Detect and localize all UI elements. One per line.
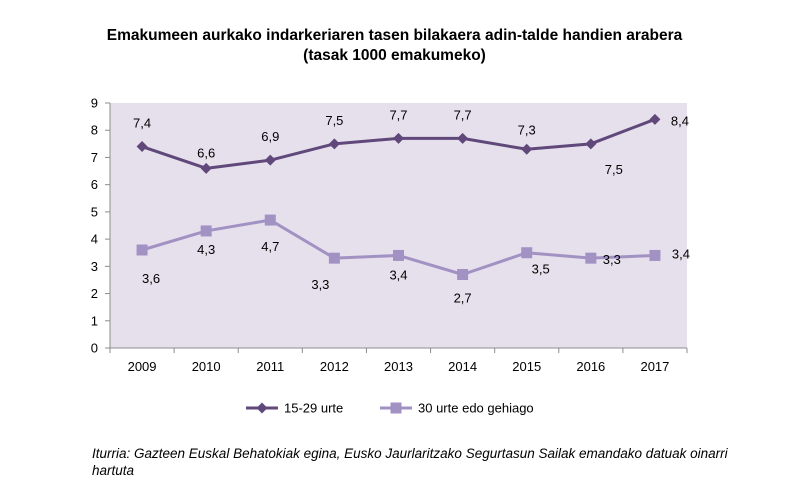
data-point	[393, 249, 404, 261]
series-2: 3,6 4,3 4,7 3,3 3,4 2,7 3,5 3,3 3,4	[136, 214, 690, 306]
legend-marker	[256, 402, 268, 414]
y-tick-label: 6	[91, 177, 98, 192]
data-label: 6,6	[197, 145, 215, 160]
data-label: 2,7	[454, 291, 472, 306]
data-label: 3,5	[532, 262, 550, 277]
data-point	[585, 252, 597, 264]
data-label: 6,9	[261, 129, 279, 144]
data-point	[200, 162, 212, 174]
chart-subtitle: (tasak 1000 emakumeko)	[303, 47, 486, 64]
y-tick-label: 4	[91, 232, 98, 247]
data-label: 7,7	[454, 107, 472, 122]
data-point	[136, 141, 148, 153]
data-label: 7,7	[389, 107, 407, 122]
data-label: 7,5	[605, 162, 623, 177]
legend-label: 15-29 urte	[284, 401, 343, 416]
data-point	[457, 269, 469, 280]
data-point	[264, 154, 276, 166]
x-tick-label: 2009	[128, 359, 157, 374]
data-label: 3,4	[389, 267, 407, 282]
data-point	[457, 132, 469, 144]
data-point	[649, 249, 661, 261]
x-tick-label: 2017	[640, 359, 669, 374]
data-label: 8,4	[671, 113, 689, 128]
y-tick-label: 1	[91, 313, 98, 328]
data-point	[136, 244, 148, 256]
data-point	[521, 247, 533, 259]
x-tick-label: 2015	[512, 359, 541, 374]
legend-marker	[390, 402, 402, 414]
data-point	[328, 138, 340, 150]
data-point	[393, 132, 404, 144]
data-label: 4,7	[261, 239, 279, 254]
data-point	[585, 138, 597, 150]
y-tick-label: 3	[91, 259, 98, 274]
x-tick-label: 2010	[192, 359, 221, 374]
series-layer: 7,46,66,97,5 7,7 7,77,37,58,43,64,3 4,73,33…	[133, 107, 690, 305]
data-point	[521, 143, 533, 155]
series-1: 7,4 6,6 6,9 7,5 7,7 7,7 7,3 7,5 8,4	[133, 107, 689, 176]
data-point	[264, 214, 276, 226]
legend-label: 30 urte edo gehiago	[418, 401, 534, 416]
y-tick-label: 5	[91, 204, 98, 219]
data-point	[328, 252, 340, 264]
x-tick-label: 2012	[320, 359, 349, 374]
legend: 15-29 urte 30 urte edo gehiago	[246, 401, 534, 416]
data-label: 3,3	[311, 277, 329, 292]
data-label: 7,3	[518, 122, 536, 137]
y-tick-label: 7	[91, 150, 98, 165]
x-tick-label: 2014	[448, 359, 477, 374]
data-label: 3,4	[672, 246, 690, 261]
y-tick-label: 0	[91, 341, 98, 356]
x-tick-label: 2013	[384, 359, 413, 374]
legend-item-2: 30 urte edo gehiago	[380, 401, 534, 416]
data-point	[649, 113, 661, 125]
y-tick-label: 9	[91, 96, 98, 111]
line-chart: 0 1 2 3 4 5 6 7 8 9 2009 2010 2011 2012 2013 2014 2015 20…	[91, 96, 690, 416]
x-tick-label: 2011	[256, 359, 284, 374]
source-note: Iturria: Gazteen Euskal Behatokiak egina…	[92, 446, 728, 478]
data-label: 3,6	[142, 271, 160, 286]
x-tick-label: 2016	[576, 359, 605, 374]
data-label: 7,5	[325, 113, 343, 128]
data-label: 7,4	[133, 116, 151, 131]
chart-title: Emakumeen aurkako indarkeriaren tasen bi…	[106, 27, 683, 44]
axes: 0 1 2 3 4 5 6 7 8 9 2009 2010 2011 2012 2013 2014 2015 20…	[91, 96, 688, 374]
y-tick-label: 2	[91, 286, 98, 301]
legend-item-1: 15-29 urte	[246, 401, 343, 416]
data-point	[200, 225, 212, 237]
y-tick-label: 8	[91, 123, 98, 138]
data-label: 4,3	[197, 242, 215, 257]
data-label: 3,3	[603, 252, 621, 267]
